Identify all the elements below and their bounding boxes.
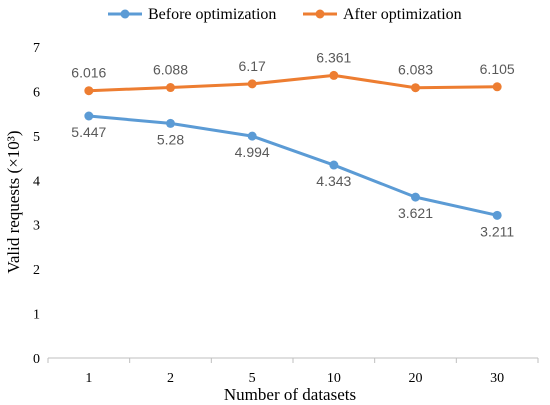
data-label: 6.083 xyxy=(398,62,433,78)
series-line xyxy=(87,114,499,217)
y-tick-label: 4 xyxy=(33,174,40,189)
y-tick-label: 0 xyxy=(33,352,40,367)
x-tick-label: 30 xyxy=(490,371,504,386)
x-axis-label: Number of datasets xyxy=(224,385,356,404)
y-axis-label: Valid requests (×10³) xyxy=(4,130,23,273)
x-axis: 1 2 5 10 20 30 xyxy=(47,357,539,386)
data-label: 4.343 xyxy=(316,173,351,189)
data-label: 6.17 xyxy=(239,58,266,74)
data-point xyxy=(247,131,257,141)
data-point xyxy=(411,83,420,93)
series-0: 5.447 5.28 4.994 4.343 3.621 3.211 xyxy=(71,111,514,239)
x-tick-label: 10 xyxy=(327,371,341,386)
data-point xyxy=(84,111,94,121)
data-label: 6.105 xyxy=(480,61,515,77)
legend-label: Before optimization xyxy=(148,6,276,23)
data-point xyxy=(329,160,339,170)
series-1: 6.016 6.088 6.17 6.361 6.083 6.105 xyxy=(71,49,515,96)
data-point xyxy=(166,118,175,128)
data-label: 4.994 xyxy=(235,144,270,160)
data-label: 6.361 xyxy=(316,49,351,65)
legend-swatch-marker xyxy=(315,9,325,19)
series-line xyxy=(87,73,499,93)
x-tick-label: 1 xyxy=(85,371,92,386)
data-label: 5.447 xyxy=(71,124,106,140)
data-point xyxy=(84,86,94,96)
data-point xyxy=(492,210,502,220)
y-tick-label: 3 xyxy=(33,219,40,234)
data-label: 3.211 xyxy=(480,223,514,239)
legend-label: After optimization xyxy=(343,6,462,23)
data-label: 5.28 xyxy=(157,131,184,147)
data-point xyxy=(166,83,175,93)
legend-item: After optimization xyxy=(303,6,462,23)
x-tick-label: 5 xyxy=(249,371,256,386)
y-tick-label: 7 xyxy=(33,41,40,56)
x-tick-label: 2 xyxy=(167,371,174,386)
y-tick-label: 6 xyxy=(33,85,40,100)
y-axis: 0 1 2 3 4 5 6 7 xyxy=(33,41,40,367)
data-point xyxy=(329,70,339,80)
data-label: 6.088 xyxy=(153,62,188,78)
y-tick-label: 5 xyxy=(33,130,40,145)
legend-swatch-marker xyxy=(120,9,130,19)
y-tick-label: 1 xyxy=(33,308,40,323)
data-label: 6.016 xyxy=(71,65,106,81)
y-tick-label: 2 xyxy=(33,263,40,278)
data-label: 3.621 xyxy=(398,205,433,221)
data-point xyxy=(411,192,420,202)
legend: Before optimization After optimization xyxy=(108,6,462,23)
data-point xyxy=(247,79,257,89)
data-point xyxy=(492,82,502,92)
x-tick-label: 20 xyxy=(409,371,423,386)
legend-item: Before optimization xyxy=(108,6,276,23)
